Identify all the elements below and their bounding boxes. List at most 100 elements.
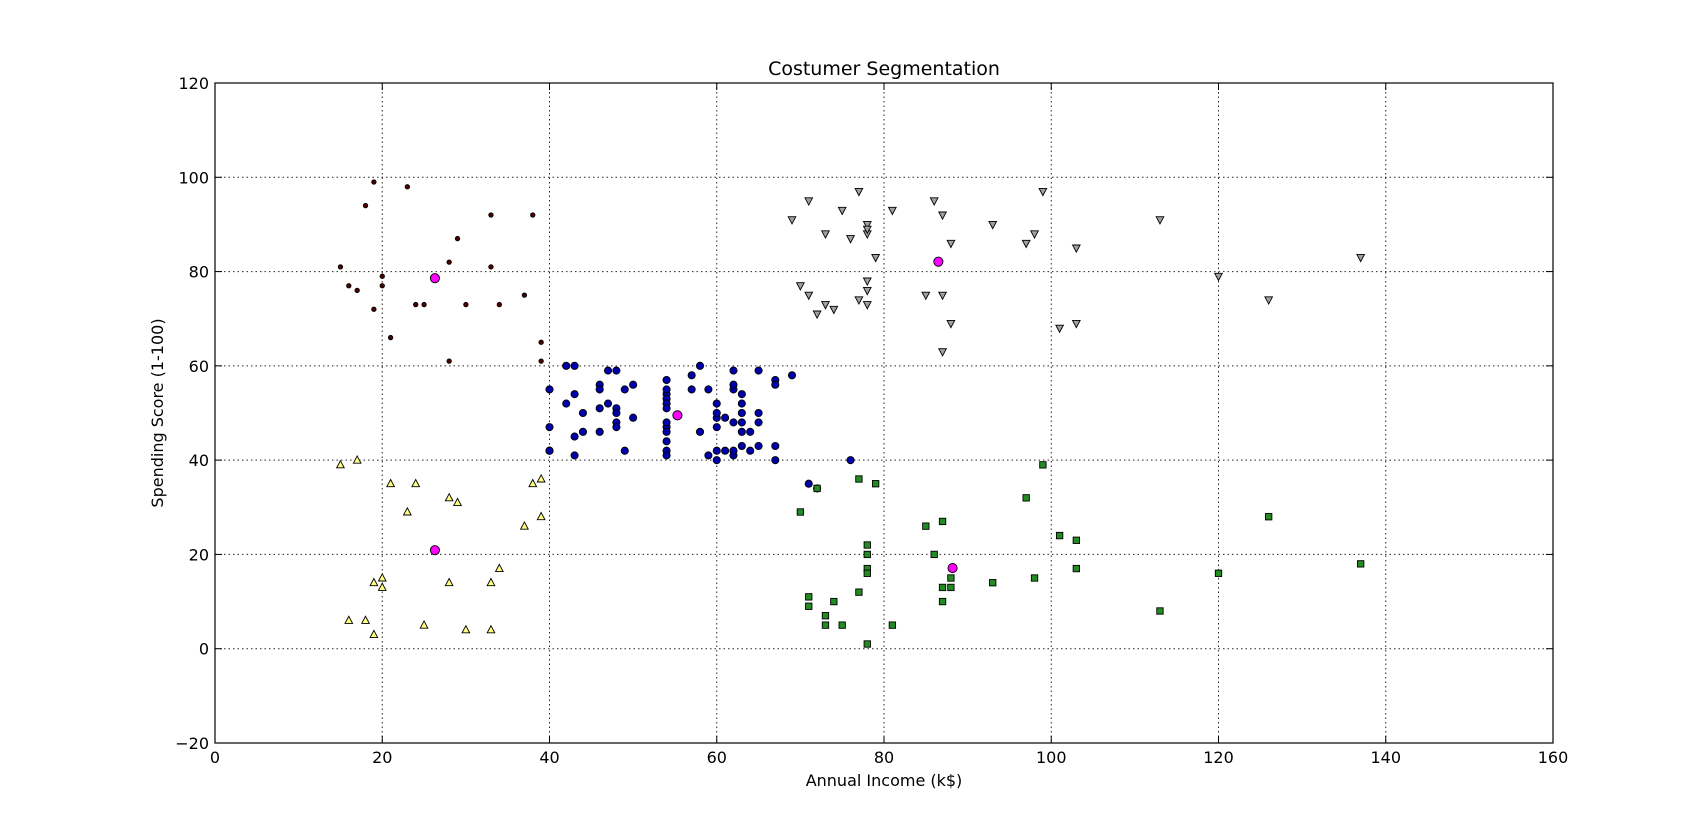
data-point: [804, 291, 814, 301]
data-point: [804, 197, 814, 207]
data-point: [354, 287, 360, 294]
data-point: [863, 550, 871, 559]
y-tick-label: 20: [189, 545, 209, 564]
data-point: [712, 456, 721, 465]
data-point: [545, 385, 554, 394]
data-point: [419, 619, 429, 629]
data-point: [729, 380, 738, 389]
data-point: [1021, 239, 1031, 249]
data-point: [712, 399, 721, 408]
x-axis-title: Annual Income (k$): [806, 771, 963, 790]
data-point: [1156, 607, 1164, 615]
data-point: [1265, 513, 1273, 521]
data-point: [1356, 253, 1366, 263]
data-point: [862, 220, 872, 230]
chart-title: Costumer Segmentation: [768, 58, 1000, 80]
data-point: [930, 550, 938, 559]
grid-lines: [215, 83, 1553, 743]
data-point: [821, 612, 830, 620]
data-point: [754, 418, 763, 427]
data-point: [863, 569, 871, 577]
x-tick-label: 80: [874, 748, 894, 767]
data-point: [1022, 494, 1030, 502]
data-point: [662, 404, 671, 413]
data-point: [946, 319, 956, 329]
data-point: [787, 371, 797, 380]
data-point: [1213, 272, 1224, 282]
series-3-triangle-down: [787, 187, 1366, 357]
data-point: [530, 212, 536, 218]
data-point: [1214, 569, 1223, 577]
data-point: [929, 197, 939, 207]
data-point: [704, 451, 713, 460]
data-point: [662, 437, 671, 446]
data-point: [1264, 296, 1274, 306]
series-0-dot: [337, 179, 544, 364]
y-tick-label: 0: [199, 640, 209, 659]
data-point: [662, 451, 671, 460]
data-point: [863, 640, 871, 648]
data-point: [454, 235, 461, 242]
data-point: [838, 621, 846, 629]
data-point: [1055, 324, 1065, 334]
data-point: [921, 291, 931, 301]
data-point: [452, 497, 463, 507]
data-point: [812, 310, 822, 320]
data-point: [737, 418, 746, 427]
data-point: [536, 511, 546, 521]
data-point: [846, 456, 855, 465]
data-point: [545, 446, 554, 455]
data-point: [805, 593, 813, 601]
data-point: [862, 286, 872, 296]
data-point: [595, 427, 604, 436]
data-point: [820, 230, 831, 240]
data-point: [536, 473, 546, 483]
data-point: [421, 301, 427, 308]
data-point: [387, 334, 394, 341]
data-point: [855, 588, 863, 596]
y-tick-label: 80: [189, 263, 209, 282]
data-point: [413, 301, 419, 308]
data-point: [352, 454, 362, 464]
x-tick-label: 0: [210, 748, 220, 767]
data-point: [771, 380, 780, 389]
data-point: [695, 361, 705, 370]
data-point: [737, 390, 746, 399]
data-point: [346, 283, 352, 289]
x-tick-label: 160: [1538, 748, 1569, 767]
data-point: [946, 239, 956, 249]
data-point: [377, 582, 387, 591]
x-tick-label: 40: [539, 748, 559, 767]
data-point: [570, 451, 579, 460]
series-1-triangle-up: [335, 454, 546, 639]
data-point: [488, 264, 494, 270]
data-point: [538, 358, 544, 364]
data-point: [662, 375, 671, 385]
data-point: [519, 520, 529, 530]
data-point: [662, 427, 671, 436]
data-point: [887, 206, 897, 216]
data-point: [938, 583, 947, 592]
x-tick-label: 140: [1370, 748, 1401, 767]
data-point: [612, 423, 621, 432]
data-point: [369, 577, 379, 587]
data-point: [404, 184, 410, 190]
data-point: [1071, 319, 1081, 329]
data-point: [429, 545, 440, 556]
data-point: [463, 301, 469, 308]
data-point: [938, 597, 947, 606]
y-tick-label: 60: [189, 357, 209, 376]
data-point: [620, 446, 629, 455]
data-point: [1038, 187, 1048, 197]
data-point: [937, 211, 948, 221]
data-point: [521, 292, 528, 298]
data-point: [937, 291, 948, 301]
data-point: [1155, 216, 1165, 225]
data-point: [379, 273, 385, 279]
data-point: [662, 418, 671, 427]
data-point: [746, 427, 755, 436]
y-tick-label: −20: [175, 734, 209, 753]
data-point: [620, 385, 629, 394]
data-point: [538, 339, 544, 345]
